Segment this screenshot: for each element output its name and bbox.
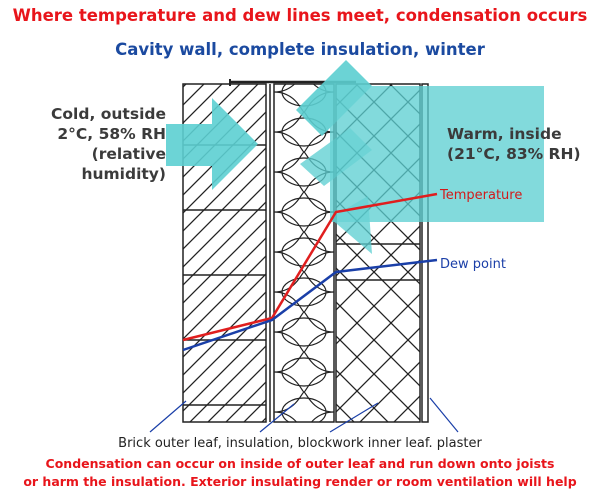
layers-caption: Brick outer leaf, insulation, blockwork … [118,436,482,451]
page-title: Where temperature and dew lines meet, co… [12,6,588,25]
caption-pointers [149,397,459,433]
dew-point-line [182,258,438,352]
page-subtitle: Cavity wall, complete insulation, winter [115,40,485,59]
inside-label-line: Warm, inside [447,125,562,143]
outside-label-line: Cold, outside [51,105,166,123]
outside-label-line: 2°C, 58% RH [57,125,166,143]
condensation-note-line-1: Condensation can occur on inside of oute… [45,456,555,471]
temperature-line [182,192,438,342]
outside-conditions-label: Cold, outside 2°C, 58% RH (relative humi… [14,104,166,184]
outside-label-line: (relative [91,145,166,163]
inside-conditions-label: Warm, inside (21°C, 83% RH) [447,124,597,164]
condensation-note-line-2: or harm the insulation. Exterior insulat… [23,474,577,489]
airflow-arrow-icon [166,60,544,254]
insulation-layer [269,83,335,423]
outside-label-line: humidity) [81,165,166,183]
inside-label-line: (21°C, 83% RH) [447,145,581,163]
plaster-layer [421,83,429,423]
temperature-label: Temperature [440,188,523,203]
dew-point-label: Dew point [440,257,506,272]
